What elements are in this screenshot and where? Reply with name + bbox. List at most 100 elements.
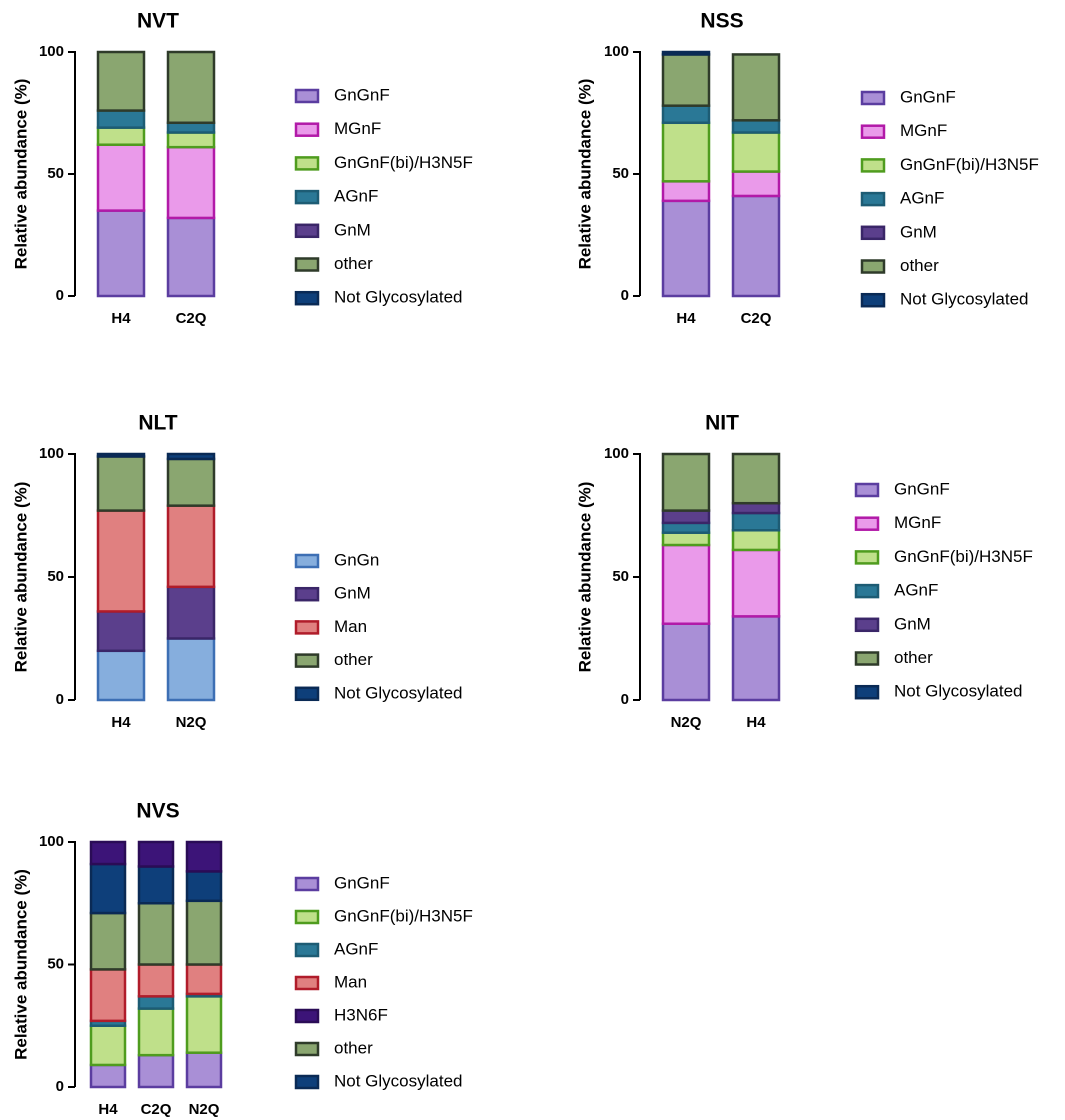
legend-label: MGnF [894,513,941,532]
legend-swatch [860,90,886,106]
legend-swatch [294,909,320,925]
x-tick-label: H4 [746,714,766,731]
y-axis-label: Relative abundance (%) [575,79,594,270]
y-tick-label: 0 [56,691,64,708]
bar-segment-other-h4 [731,452,781,505]
bar-segment-gngnf-c2q [137,1053,175,1089]
x-tick-label: H4 [111,310,131,327]
chart-title: NVS [136,800,179,823]
y-tick-label: 100 [39,445,64,462]
y-tick-label: 50 [47,955,64,972]
legend-label: Not Glycosylated [900,290,1029,309]
legend-label: other [894,648,933,667]
legend-label: GnGnF(bi)/H3N5F [334,906,473,925]
legend-swatch [294,88,320,104]
legend-label: MGnF [900,121,947,140]
legend-label: Not Glycosylated [334,683,463,702]
legend-label: AGnF [894,581,938,600]
bar-segment-man-h4 [89,968,127,1023]
chart-nvt: NVT Relative abundance (%) H4 C2Q 0 50 100 GnGn… [11,10,472,327]
y-axis-label: Relative abundance (%) [575,482,594,673]
legend-swatch [294,975,320,991]
chart-nit: NIT Relative abundance (%) N2Q H4 0 50 100 GnGn… [575,412,1032,731]
legend-swatch [854,617,880,633]
bar-segment-gngnf-n2q [661,622,711,702]
x-tick-label: H4 [676,310,696,327]
bar-segment-gngnf-h4 [96,209,146,298]
legend-swatch [854,583,880,599]
legend-swatch [294,189,320,205]
legend-label: AGnF [900,189,944,208]
chart-title: NVT [137,10,179,33]
bar-segment-not-glycosylated-h4 [89,862,127,915]
legend-swatch [294,1041,320,1057]
bar-segment-gnm-h4 [96,610,146,653]
legend-label: other [334,1038,373,1057]
legend-swatch [860,124,886,139]
bar-segment-agnf-c2q [137,995,175,1010]
legend-label: GnGnF [894,479,950,498]
legend-swatch [294,586,320,602]
legend-label: other [334,650,373,669]
chart-title: NIT [705,412,739,435]
y-tick-label: 50 [612,165,629,182]
chart-title: NLT [138,412,177,435]
legend-swatch [860,292,886,308]
legend-swatch [294,223,320,239]
bar-segment-h3n6f-c2q [137,840,175,868]
legend-swatch [294,653,320,668]
legend-label: Not Glycosylated [334,288,463,307]
x-tick-label: N2Q [671,714,702,731]
legend-label: AGnF [334,187,378,206]
y-tick-label: 50 [47,568,64,585]
chart-nss: NSS Relative abundance (%) H4 C2Q 0 50 100 GnGn… [575,10,1038,327]
bar-segment-other-n2q [661,452,711,512]
bar-segment-gngnf-bi-h3n5f-c2q [137,1007,175,1057]
legend-label: H3N6F [334,1005,388,1024]
bar-segment-gngn-h4 [96,649,146,702]
bar-segment-agnf-c2q [166,121,216,134]
legend-swatch [860,191,886,207]
legend-swatch [294,257,320,272]
legend-label: GnGnF(bi)/H3N5F [900,155,1039,174]
bar-segment-man-n2q [185,963,223,996]
bar-segment-gngnf-h4 [731,615,781,702]
y-tick-label: 50 [47,165,64,182]
bar-segment-other-h4 [89,911,127,971]
y-tick-label: 50 [612,568,629,585]
bar-segment-man-h4 [96,509,146,613]
legend-swatch [294,122,320,137]
y-axis-label: Relative abundance (%) [11,482,30,673]
x-tick-label: C2Q [741,310,772,327]
y-tick-label: 100 [39,43,64,60]
x-tick-label: H4 [111,714,131,731]
bar-segment-agnf-n2q [661,521,711,534]
x-tick-label: C2Q [176,310,207,327]
y-axis-label: Relative abundance (%) [11,869,30,1060]
legend-swatch [854,684,880,700]
bar-segment-gngnf-h4 [89,1063,127,1089]
bar-segment-mgnf-n2q [661,543,711,625]
y-axis-label: Relative abundance (%) [11,79,30,270]
bar-segment-gngnf-c2q [731,194,781,298]
legend-swatch [294,1074,320,1090]
bar-segment-gngnf-bi-h3n5f-n2q [661,531,711,547]
legend-swatch [294,1008,320,1024]
bar-segment-gnm-h4 [731,501,781,515]
bar-segment-h3n6f-h4 [89,840,127,866]
bar-segment-other-c2q [731,53,781,122]
legend-label: GnM [900,222,937,241]
bar-segment-other-h4 [661,53,711,107]
x-tick-label: C2Q [141,1101,172,1118]
bar-segment-mgnf-c2q [731,170,781,198]
bar-segment-mgnf-h4 [96,143,146,212]
legend-label: GnM [334,584,371,603]
legend-label: GnGnF [334,873,390,892]
legend-swatch [854,550,880,565]
y-tick-label: 0 [56,287,64,304]
bar-segment-gngnf-bi-h3n5f-h4 [661,121,711,183]
bar-segment-other-h4 [96,50,146,112]
bar-segment-gngnf-bi-h3n5f-c2q [731,131,781,173]
legend-label: MGnF [334,119,381,138]
bar-segment-gngnf-bi-h3n5f-h4 [89,1024,127,1067]
